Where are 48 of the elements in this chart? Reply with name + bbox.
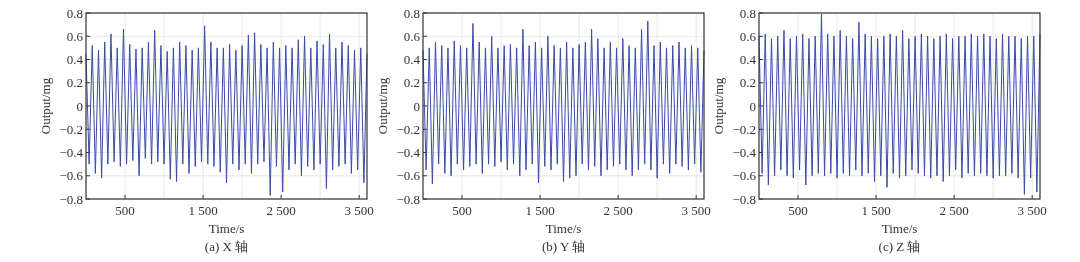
y-tick-label: −0.6 (396, 168, 421, 184)
x-tick-label: 500 (788, 203, 808, 218)
x-tick-label: 1 500 (188, 203, 218, 218)
y-tick-label: 0.2 (739, 75, 756, 91)
y-tick-label: −0.2 (396, 121, 420, 137)
y-tick-label: −0.4 (396, 145, 421, 160)
y-tick-label: 0 (413, 98, 420, 114)
x-tick-label: 1 500 (861, 203, 891, 218)
y-tick-label: −0.2 (732, 121, 756, 137)
y-tick-label: −0.8 (732, 191, 756, 207)
text: (b) Y 轴 (541, 239, 586, 254)
x-tick-label: 3 500 (1017, 203, 1047, 218)
y-tick-label: 0.2 (66, 75, 83, 91)
text: (a) X 轴 (204, 239, 249, 254)
x-tick-label: 2 500 (603, 203, 633, 218)
y-tick-label: −0.8 (59, 191, 83, 207)
x-tick-label: 3 500 (681, 203, 711, 218)
y-tick-label: −0.2 (59, 121, 83, 137)
y-tick-label: 0.8 (739, 5, 756, 21)
y-tick-label: 0.4 (66, 52, 84, 67)
y-tick-label: −0.8 (396, 191, 420, 207)
x-axis-title: Time/s (208, 221, 245, 236)
y-tick-label: 0.6 (739, 28, 757, 44)
x-tick-label: 3 500 (344, 203, 374, 218)
y-tick-label: 0.6 (403, 28, 421, 44)
x-axis-title: Time/s (881, 221, 918, 236)
y-tick-label: −0.4 (59, 145, 84, 160)
y-tick-label: −0.4 (732, 145, 757, 160)
y-tick-label: −0.6 (732, 168, 757, 184)
y-tick-label: 0.2 (403, 75, 420, 91)
y-tick-label: 0 (749, 98, 756, 114)
y-tick-label: 0.8 (403, 5, 420, 21)
x-tick-label: 500 (452, 203, 472, 218)
x-tick-label: 2 500 (266, 203, 296, 218)
y-tick-label: 0 (76, 98, 83, 114)
text: (c) Z 轴 (878, 239, 921, 254)
y-axis-title: Output/mg (38, 77, 53, 135)
x-tick-label: 2 500 (939, 203, 969, 218)
x-tick-label: 1 500 (525, 203, 555, 218)
x-axis-title: Time/s (545, 221, 582, 236)
y-tick-label: −0.6 (59, 168, 84, 184)
y-tick-label: 0.4 (739, 52, 757, 67)
x-tick-label: 500 (115, 203, 135, 218)
y-tick-label: 0.4 (403, 52, 421, 67)
y-tick-label: 0.6 (66, 28, 84, 44)
y-tick-label: 0.8 (66, 5, 83, 21)
y-axis-title: Output/mg (375, 77, 390, 135)
y-axis-title: Output/mg (711, 77, 726, 135)
